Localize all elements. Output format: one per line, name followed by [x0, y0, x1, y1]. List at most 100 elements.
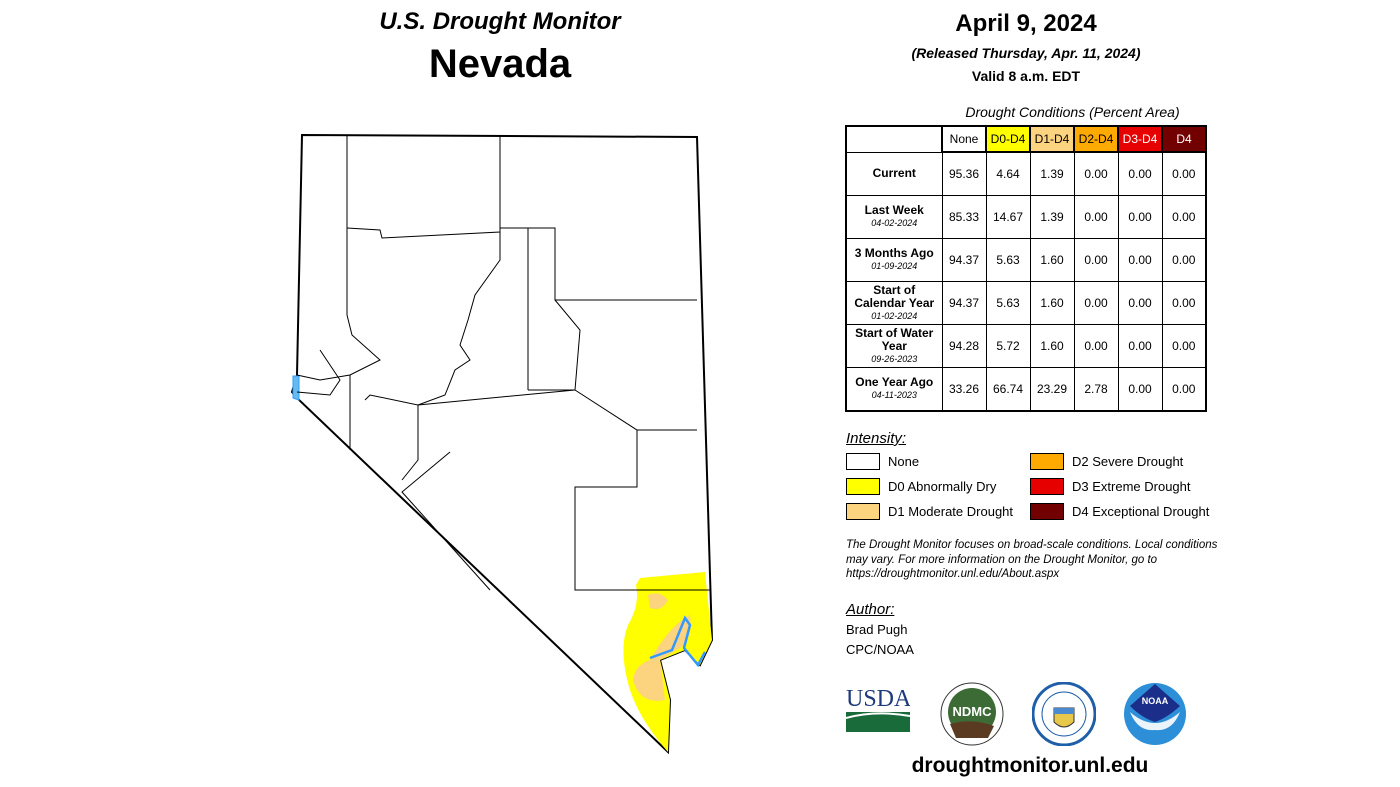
legend-label: None [888, 454, 920, 469]
state-name: Nevada [428, 42, 572, 86]
row-label: 3 Months Ago [854, 246, 934, 260]
row-label-cell: Last Week 04-02-2024 [845, 195, 943, 239]
value-cell: 4.64 [985, 151, 1031, 196]
value-cell: 0.00 [1161, 281, 1207, 325]
legend-swatch [846, 453, 880, 470]
drought-conditions-table: None D0-D4 D1-D4 D2-D4 D3-D4 D4 Current 95.36 4… [845, 125, 1207, 412]
value-cell: 85.33 [941, 195, 987, 239]
legend-item: D3 Extreme Drought [1030, 478, 1191, 495]
map-date: April 9, 2024 [955, 10, 1097, 37]
value-cell: 94.28 [941, 324, 987, 368]
table-caption: Drought Conditions (Percent Area) [965, 104, 1180, 120]
value-cell: 2.78 [1073, 367, 1119, 412]
legend-swatch [1030, 478, 1064, 495]
noaa-logo: NOAA [1124, 683, 1186, 745]
column-header: D4 [1161, 125, 1207, 153]
release-date: (Released Thursday, Apr. 11, 2024) [911, 45, 1141, 61]
value-cell: 0.00 [1117, 367, 1163, 412]
legend-swatch [846, 503, 880, 520]
legend-label: D2 Severe Drought [1072, 454, 1184, 469]
legend-item: D4 Exceptional Drought [1030, 503, 1209, 520]
svg-text:NDMC: NDMC [953, 704, 993, 719]
row-label-cell: Start of Calendar Year 01-02-2024 [845, 281, 943, 325]
row-date: 01-02-2024 [871, 310, 918, 321]
value-cell: 66.74 [985, 367, 1031, 412]
value-cell: 1.60 [1029, 281, 1075, 325]
value-cell: 1.39 [1029, 151, 1075, 196]
value-cell: 5.63 [985, 281, 1031, 325]
disclaimer-note: The Drought Monitor focuses on broad-sca… [846, 539, 1218, 580]
value-cell: 0.00 [1161, 324, 1207, 368]
usda-logo: USDA [846, 686, 910, 732]
row-date: 09-26-2023 [871, 353, 918, 364]
corner-cell [846, 126, 942, 152]
lake-tahoe [292, 375, 300, 401]
value-cell: 1.60 [1029, 324, 1075, 368]
value-cell: 1.39 [1029, 195, 1075, 239]
table-row: Current 95.36 4.64 1.39 0.00 0.00 0.00 [845, 151, 1207, 196]
value-cell: 0.00 [1073, 195, 1119, 239]
svg-text:USDA: USDA [846, 686, 910, 712]
row-label: Start of Water Year [855, 325, 934, 353]
row-label: Current [872, 166, 916, 181]
ndmc-logo: NDMC [940, 682, 1004, 746]
value-cell: 14.67 [985, 195, 1031, 239]
nevada-map [290, 133, 714, 755]
value-cell: 0.00 [1073, 324, 1119, 368]
row-label-cell: 3 Months Ago 01-09-2024 [845, 238, 943, 282]
table-row: Start of Calendar Year 01-02-2024 94.37 5.6… [845, 281, 1207, 325]
legend-label: D1 Moderate Drought [888, 504, 1014, 519]
legend-item: D1 Moderate Drought [846, 503, 1013, 520]
value-cell: 94.37 [941, 238, 987, 282]
value-cell: 23.29 [1029, 367, 1075, 412]
author-name: Brad Pugh [846, 622, 908, 637]
website-link[interactable]: droughtmonitor.unl.edu [911, 754, 1149, 777]
legend-label: D4 Exceptional Drought [1072, 504, 1210, 519]
row-date: 04-02-2024 [871, 218, 918, 228]
legend-label: D3 Extreme Drought [1072, 479, 1191, 494]
value-cell: 95.36 [941, 151, 987, 196]
row-label: One Year Ago [855, 375, 934, 389]
row-label-cell: Start of Water Year 09-26-2023 [845, 324, 943, 368]
lake-mead [649, 615, 707, 668]
row-date: 04-11-2023 [871, 390, 917, 400]
legend-swatch [1030, 503, 1064, 520]
row-date: 01-09-2024 [871, 261, 918, 271]
column-header: D0-D4 [985, 125, 1031, 153]
value-cell: 1.60 [1029, 238, 1075, 282]
county-lines [296, 135, 710, 591]
legend-swatch [1030, 453, 1064, 470]
column-header: None [941, 125, 987, 153]
value-cell: 0.00 [1117, 195, 1163, 239]
value-cell: 5.72 [985, 324, 1031, 368]
value-cell: 0.00 [1073, 238, 1119, 282]
value-cell: 94.37 [941, 281, 987, 325]
legend-item: D2 Severe Drought [1030, 453, 1183, 470]
d1-area [633, 593, 691, 701]
value-cell: 0.00 [1161, 238, 1207, 282]
value-cell: 0.00 [1117, 324, 1163, 368]
row-label-cell: One Year Ago 04-11-2023 [845, 367, 943, 412]
value-cell: 0.00 [1073, 281, 1119, 325]
legend-label: D0 Abnormally Dry [888, 479, 997, 494]
value-cell: 0.00 [1073, 151, 1119, 196]
commerce-logo [1032, 682, 1096, 746]
value-cell: 5.63 [985, 238, 1031, 282]
value-cell: 0.00 [1117, 281, 1163, 325]
svg-text:NOAA: NOAA [1142, 696, 1169, 706]
column-header: D2-D4 [1073, 125, 1119, 153]
legend-swatch [846, 478, 880, 495]
value-cell: 0.00 [1161, 151, 1207, 196]
author-title: Author: [846, 601, 895, 618]
legend-title: Intensity: [846, 430, 907, 447]
legend-item: None [846, 453, 919, 470]
column-header: D3-D4 [1117, 125, 1163, 153]
value-cell: 0.00 [1117, 238, 1163, 282]
table-row: One Year Ago 04-11-2023 33.26 66.74 23.29 2.7… [845, 367, 1207, 412]
value-cell: 0.00 [1161, 367, 1207, 412]
table-row: Start of Water Year 09-26-2023 94.28 5.72 1.… [845, 324, 1207, 368]
row-label: Last Week [864, 203, 924, 217]
value-cell: 33.26 [941, 367, 987, 412]
row-label: Start of Calendar Year [854, 282, 935, 310]
column-header: D1-D4 [1029, 125, 1075, 153]
